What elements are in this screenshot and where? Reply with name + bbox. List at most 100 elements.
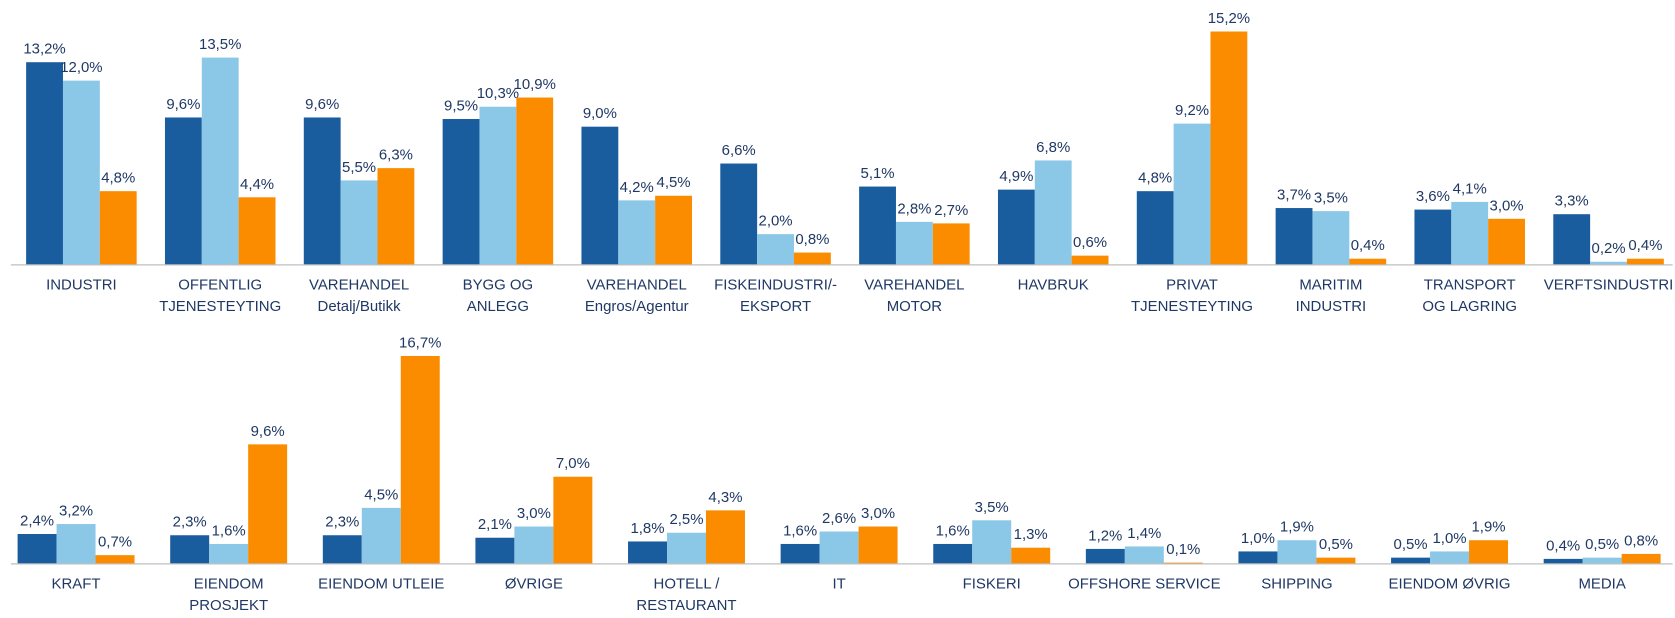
label-line: VAREHANDEL (864, 276, 964, 293)
bar (720, 163, 758, 265)
data-label: 6,3% (379, 147, 413, 164)
x-tick-label: FISKERI (963, 575, 1021, 592)
data-label: 1,6% (936, 522, 970, 539)
label-line: OFFENTLIG (178, 276, 262, 293)
bar (475, 537, 515, 564)
data-label: 0,5% (1585, 536, 1619, 553)
data-label: 1,2% (1088, 527, 1122, 544)
data-label: 7,0% (556, 455, 590, 472)
data-label: 0,5% (1319, 536, 1353, 553)
data-label: 0,4% (1628, 237, 1662, 254)
data-label: 12,0% (60, 59, 102, 76)
bar (514, 526, 554, 564)
label-line: TJENESTEYTING (159, 298, 281, 315)
data-label: 4,3% (708, 489, 742, 506)
x-tick-label: VAREHANDEL MOTOR (864, 276, 964, 314)
data-label: 4,9% (999, 168, 1033, 185)
bar (553, 476, 593, 564)
label-line: INDUSTRI (1296, 298, 1367, 315)
data-label: 3,7% (1277, 187, 1311, 204)
data-label: 6,6% (722, 142, 756, 159)
bar (1391, 557, 1431, 564)
data-label: 0,5% (1394, 536, 1428, 553)
bar (303, 117, 341, 265)
x-tick-label: VAREHANDEL Engros/Agentur (585, 276, 689, 314)
x-tick-label: FISKEINDUSTRI/- EKSPORT (714, 276, 837, 314)
data-label: 1,8% (630, 520, 664, 537)
bar (1451, 201, 1489, 265)
data-label: 5,5% (342, 159, 376, 176)
data-label: 6,8% (1036, 139, 1070, 156)
x-tick-label: KRAFT (52, 575, 101, 592)
data-label: 0,1% (1166, 541, 1200, 558)
data-label: 4,8% (1138, 170, 1172, 187)
data-label: 4,8% (101, 170, 135, 187)
data-label: 3,5% (975, 499, 1009, 516)
data-label: 0,8% (1624, 532, 1658, 549)
label-line: EIENDOM (194, 575, 264, 592)
bar (1136, 191, 1174, 265)
bar (1312, 211, 1350, 265)
label-line: EKSPORT (740, 298, 811, 315)
data-label: 13,2% (23, 41, 65, 58)
bar (1430, 551, 1470, 564)
bar (932, 223, 970, 265)
bar (628, 541, 668, 564)
bar (618, 200, 656, 265)
label-line: ANLEGG (467, 298, 529, 315)
data-label: 9,2% (1175, 102, 1209, 119)
x-tick-label: OFFENTLIG TJENESTEYTING (159, 276, 281, 314)
bar (377, 168, 415, 265)
bar (209, 543, 249, 564)
bar (1210, 31, 1248, 265)
x-tick-label: MEDIA (1578, 575, 1625, 592)
bar (819, 531, 859, 564)
bar (62, 80, 100, 265)
label-line: VAREHANDEL (587, 276, 687, 293)
bar (201, 57, 239, 265)
data-label: 2,8% (897, 200, 931, 217)
data-label: 2,3% (325, 514, 359, 531)
data-label: 9,0% (583, 105, 617, 122)
data-label: 16,7% (399, 334, 441, 351)
data-label: 2,7% (934, 202, 968, 219)
data-label: 0,7% (98, 534, 132, 551)
bar (1582, 557, 1622, 564)
x-tick-label: VAREHANDEL Detalj/Butikk (309, 276, 409, 314)
bar (1349, 258, 1387, 265)
data-label: 2,1% (478, 516, 512, 533)
bar (933, 543, 973, 564)
data-label: 9,6% (251, 423, 285, 440)
label-line: PRIVAT (1166, 276, 1218, 293)
data-label: 9,6% (305, 96, 339, 113)
label-line: TJENESTEYTING (1131, 298, 1253, 315)
label-line: Detalj/Butikk (318, 298, 402, 315)
bar (705, 510, 745, 564)
data-label: 3,0% (1490, 197, 1524, 214)
data-label: 1,0% (1433, 530, 1467, 547)
bar (972, 520, 1012, 564)
bar (1071, 255, 1109, 265)
bar (1488, 218, 1525, 265)
data-label: 1,9% (1471, 519, 1505, 536)
x-tick-label: HAVBRUK (1018, 276, 1089, 293)
bar (248, 444, 288, 564)
bar (1626, 258, 1664, 265)
x-tick-label: BYGG OG ANLEGG (463, 276, 534, 314)
label-line: HOTELL / (654, 575, 721, 592)
data-label: 13,5% (199, 36, 241, 53)
bar (1543, 558, 1583, 564)
data-label: 4,4% (240, 176, 274, 193)
data-label: 1,0% (1241, 530, 1275, 547)
label-line: RESTAURANT (636, 597, 736, 613)
bar (1414, 209, 1452, 265)
data-label: 3,3% (1555, 193, 1589, 210)
label-line: FISKEINDUSTRI/- (714, 276, 837, 293)
bar (322, 535, 362, 564)
label-line: Engros/Agentur (585, 298, 689, 315)
bar (26, 62, 63, 265)
data-label: 0,6% (1073, 234, 1107, 251)
bar (859, 186, 896, 265)
bar (99, 191, 137, 265)
bar (655, 195, 692, 265)
